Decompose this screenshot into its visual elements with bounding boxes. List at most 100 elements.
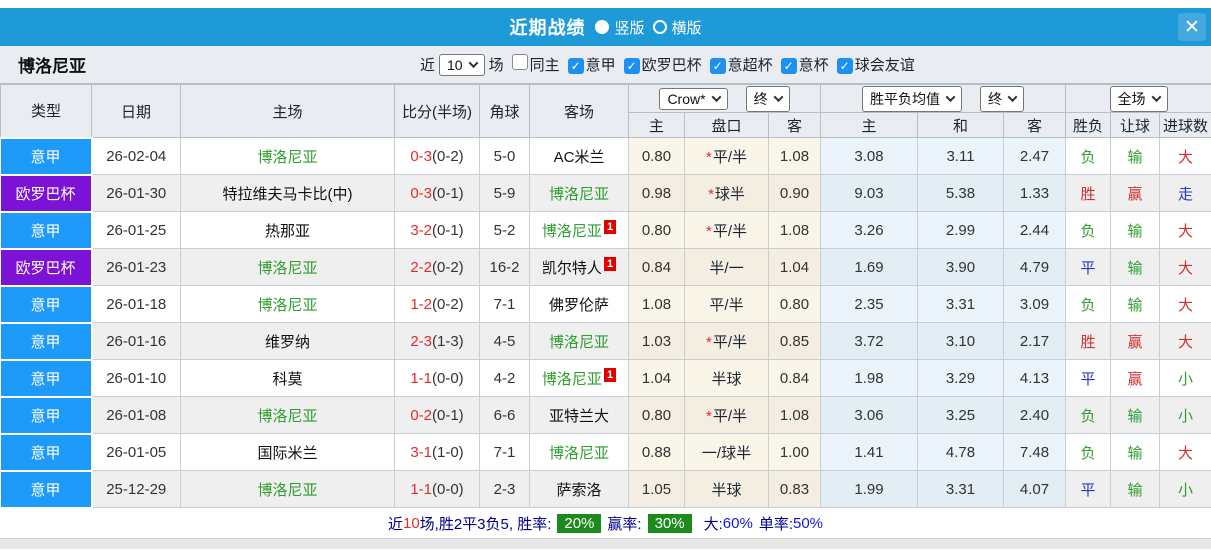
focus-team-name: 博洛尼亚 [548, 185, 609, 203]
corners: 4-5 [479, 322, 530, 360]
handicap: 一/球半 [684, 433, 769, 471]
focus-team-name: 博洛尼亚 [257, 148, 318, 166]
handicap: 半/一 [684, 248, 769, 286]
chevron-down-icon [468, 58, 479, 69]
big-rate: 60% [722, 514, 753, 532]
focus-team-name: 博洛尼亚 [257, 481, 318, 499]
avg-home: 3.26 [820, 211, 918, 249]
sub-header-goals: 进球数 [1158, 112, 1211, 138]
match-date: 26-01-10 [91, 359, 181, 397]
result: 负 [1065, 433, 1111, 471]
avg-away: 4.13 [1003, 359, 1066, 397]
avg-draw: 3.31 [917, 285, 1004, 323]
handicap-result: 输 [1110, 211, 1160, 249]
goals-result: 大 [1158, 322, 1211, 360]
result: 平 [1065, 359, 1111, 397]
horizontal-radio-label[interactable]: 横版 [671, 19, 702, 37]
corners: 5-9 [479, 174, 530, 212]
half-time-score: (0-2) [432, 147, 464, 165]
handicap: 平/半 [684, 285, 769, 323]
result: 负 [1065, 137, 1111, 175]
avg-away: 4.07 [1003, 470, 1066, 508]
star-icon: * [708, 185, 714, 203]
league-badge: 意甲 [0, 358, 93, 398]
score: 1-2(0-2) [394, 285, 480, 323]
col-header-corners: 角球 [479, 84, 530, 138]
opponent-team-name: 热那亚 [264, 222, 310, 240]
half-time-score: (0-2) [432, 295, 464, 313]
vertical-radio-label[interactable]: 竖版 [614, 19, 645, 37]
goals-result: 小 [1158, 359, 1211, 397]
checkbox-label[interactable]: 同主 [529, 57, 560, 74]
score: 1-1(0-0) [394, 359, 480, 397]
handicap-result: 输 [1110, 248, 1160, 286]
match-date: 26-01-18 [91, 285, 181, 323]
goals-result: 大 [1158, 211, 1211, 249]
odds-home: 1.04 [628, 359, 685, 397]
odds-away: 1.08 [768, 396, 821, 434]
half-time-score: (0-1) [432, 184, 464, 202]
league-badge: 意甲 [0, 432, 93, 472]
match-date: 26-01-30 [91, 174, 181, 212]
full-time-score: 3-2 [410, 221, 432, 239]
half-time-score: (1-0) [432, 443, 464, 461]
result: 平 [1065, 470, 1111, 508]
home-team: 特拉维夫马卡比(中) [180, 174, 395, 212]
half-time-score: (0-2) [432, 258, 464, 276]
avg-home: 9.03 [820, 174, 918, 212]
scope-select[interactable]: 全场 [1109, 85, 1168, 112]
full-time-score: 1-2 [410, 295, 432, 313]
checkbox-label[interactable]: 球会友谊 [854, 57, 915, 74]
results-table: 类型 日期 主场 比分(半场) 角球 客场 Crow* 终 [0, 84, 1211, 509]
avg-type-select[interactable]: 胜平负均值 [862, 85, 962, 112]
checkbox-0-unchecked[interactable] [511, 54, 528, 70]
checkbox-3-checked[interactable]: ✓ [709, 58, 726, 74]
star-icon: * [705, 222, 712, 240]
match-row: 意甲 26-01-25 热那亚 3-2(0-1) 5-2 博洛尼亚 1 0.80 *平/半 1.0… [0, 210, 1211, 250]
away-team: 萨索洛 [529, 470, 629, 508]
avg-draw: 5.38 [917, 174, 1004, 212]
full-time-score: 1-1 [410, 480, 432, 498]
avg-home: 1.69 [820, 248, 918, 286]
checkbox-1-checked[interactable]: ✓ [567, 58, 584, 74]
odds-group-header: Crow* 终 [628, 84, 821, 113]
checkbox-label[interactable]: 意杯 [798, 57, 829, 74]
avg-time-select[interactable]: 终 [980, 85, 1024, 112]
match-row: 意甲 26-01-18 博洛尼亚 1-2(0-2) 7-1 佛罗伦萨 1.08 平/半 0.80… [0, 284, 1211, 324]
checkbox-label[interactable]: 欧罗巴杯 [641, 57, 702, 74]
avg-away: 7.48 [1003, 433, 1066, 471]
checkbox-5-checked[interactable]: ✓ [836, 58, 853, 74]
chevron-down-icon [945, 92, 956, 103]
avg-away: 4.79 [1003, 248, 1066, 286]
score: 2-3(1-3) [394, 322, 480, 360]
checkbox-2-checked[interactable]: ✓ [623, 58, 640, 74]
footer-strip [0, 537, 1211, 549]
result: 负 [1065, 211, 1111, 249]
avg-home: 1.98 [820, 359, 918, 397]
odds-time-select[interactable]: 终 [745, 85, 790, 112]
goals-result: 小 [1158, 470, 1211, 508]
odds-source-select[interactable]: Crow* [659, 87, 728, 110]
away-team: 佛罗伦萨 [529, 285, 629, 323]
match-row: 意甲 26-02-04 博洛尼亚 0-3(0-2) 5-0 AC米兰 0.80 *平/半 1.0… [0, 136, 1211, 176]
match-date: 26-01-05 [91, 433, 181, 471]
summary-bar: 近 10 场,胜2平3负5, 胜率: 20% 赢率: 30% 大: 60% 单率: 50… [0, 508, 1211, 538]
chevron-down-icon [773, 92, 784, 103]
close-icon[interactable]: ✕ [1178, 13, 1206, 41]
checkbox-4-checked[interactable]: ✓ [780, 58, 797, 74]
away-team: AC米兰 [529, 137, 629, 175]
avg-away: 2.47 [1003, 137, 1066, 175]
recent-count-select[interactable]: 10 [439, 53, 485, 76]
away-team: 凯尔特人 1 [529, 248, 629, 286]
match-row: 意甲 26-01-08 博洛尼亚 0-2(0-1) 6-6 亚特兰大 0.80 *平/半 1.0… [0, 395, 1211, 435]
checkbox-label[interactable]: 意超杯 [727, 57, 773, 74]
avg-draw: 3.29 [917, 359, 1004, 397]
home-team: 博洛尼亚 [180, 396, 395, 434]
horizontal-radio-icon[interactable] [652, 20, 667, 34]
red-card-badge: 1 [603, 256, 617, 271]
checkbox-label[interactable]: 意甲 [585, 57, 616, 74]
summary-prefix: 近 [387, 515, 403, 533]
sub-header-result: 胜负 [1065, 112, 1111, 138]
handicap-result: 输 [1110, 470, 1160, 508]
vertical-radio-icon[interactable] [595, 20, 610, 34]
